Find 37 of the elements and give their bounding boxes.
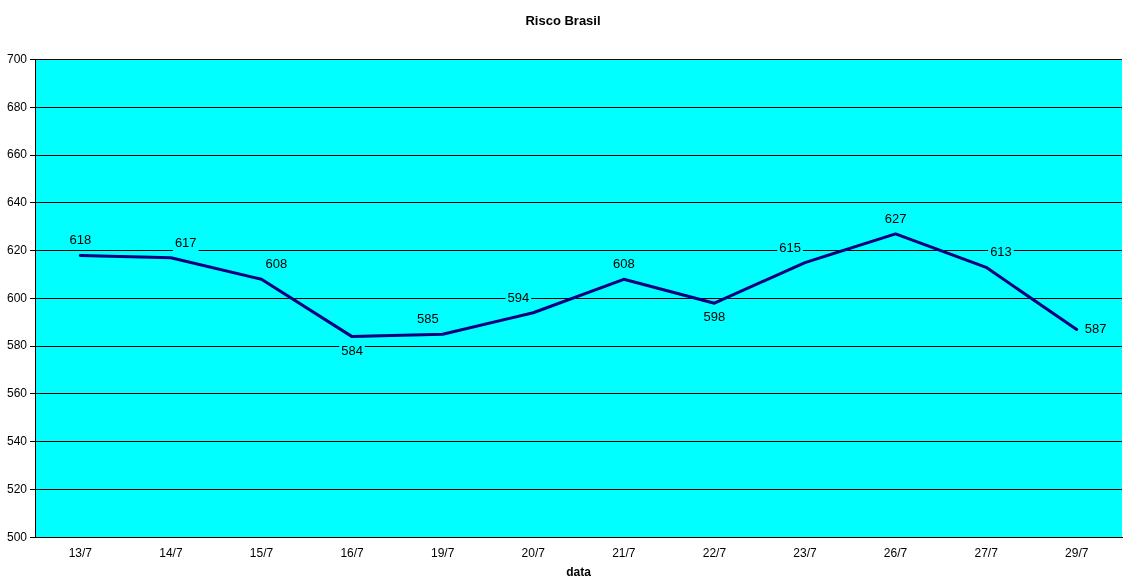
x-axis-title: data [566,565,592,580]
data-label: 587 [1084,321,1107,337]
y-tick-label: 560 [6,386,28,401]
x-tick-label: 16/7 [340,545,365,560]
data-label: 584 [341,342,363,358]
data-label: 618 [69,232,92,248]
data-label: 613 [990,244,1012,260]
x-tick-label: 20/7 [521,545,546,560]
y-tick-label: 520 [6,481,28,496]
data-label: 608 [265,256,288,272]
x-tick-label: 23/7 [793,545,817,560]
y-tick-label: 640 [6,195,28,210]
x-tick-label: 21/7 [612,545,636,560]
y-tick-label: 660 [6,147,28,162]
y-tick-label: 680 [6,99,28,114]
x-tick-label: 13/7 [68,545,93,560]
x-tick-label: 22/7 [702,545,727,560]
x-tick-label: 14/7 [159,545,183,560]
data-label: 608 [612,256,635,272]
data-label: 598 [703,309,726,325]
data-label: 617 [174,234,197,250]
y-tick-label: 600 [6,290,28,305]
y-tick-label: 580 [6,338,28,353]
chart-title: Risco Brasil [525,13,601,29]
data-label: 594 [507,289,530,305]
y-tick-label: 700 [6,51,28,66]
data-label: 585 [416,311,439,327]
x-tick-label: 27/7 [974,545,999,560]
x-tick-label: 26/7 [883,545,908,560]
y-tick-label: 620 [6,242,28,257]
x-tick-label: 19/7 [430,545,455,560]
data-label: 615 [779,239,801,255]
y-tick-label: 540 [6,433,28,448]
y-tick-label: 500 [6,529,28,544]
x-tick-label: 15/7 [249,545,274,560]
data-label: 627 [884,211,907,226]
x-tick-label: 29/7 [1065,545,1089,560]
